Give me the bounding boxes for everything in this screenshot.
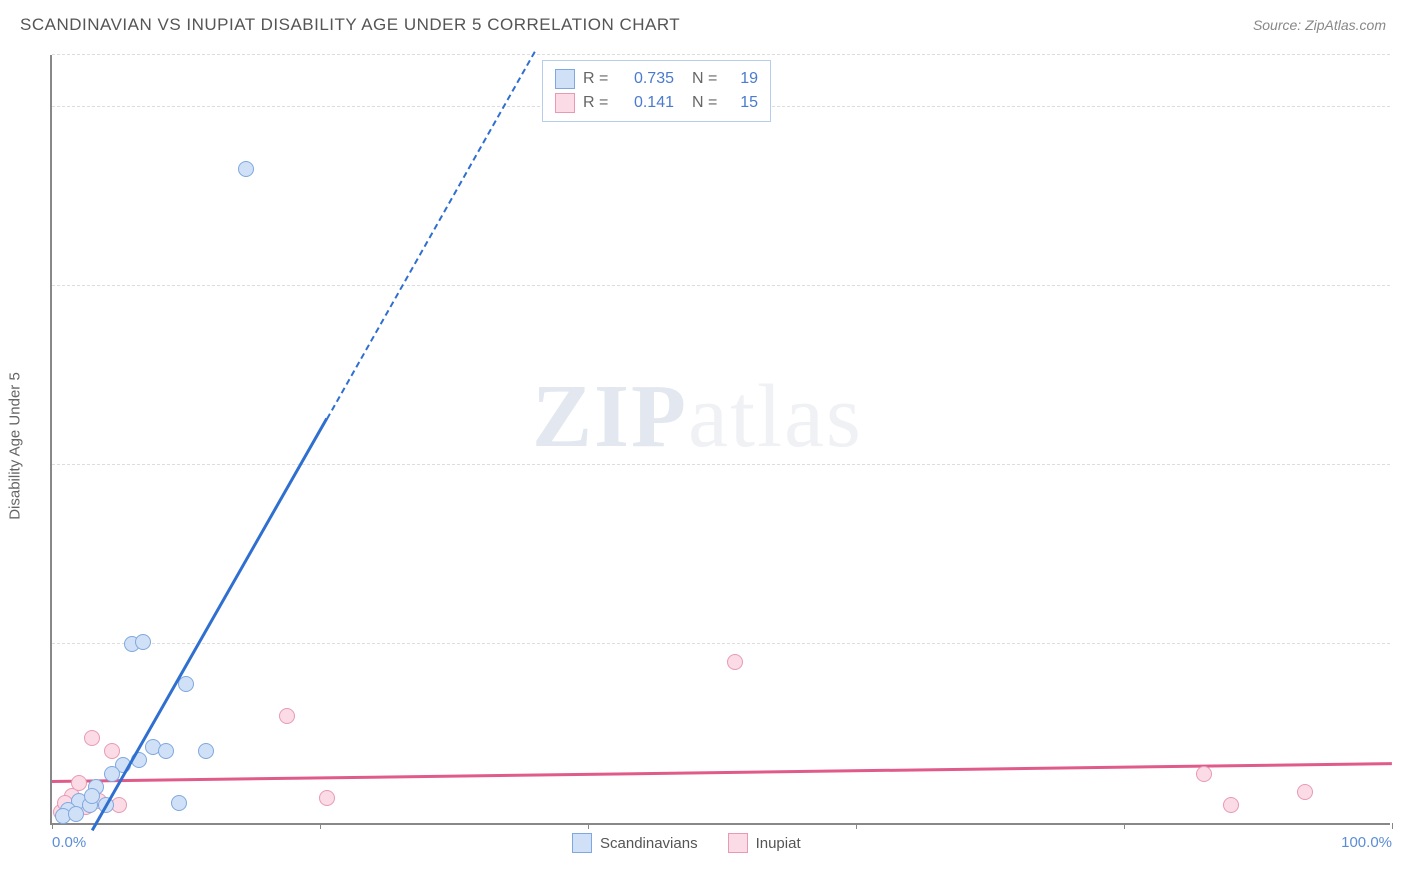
x-tick-label: 0.0% <box>52 834 86 851</box>
data-point-scandinavian <box>198 743 214 759</box>
data-point-scandinavian <box>238 161 254 177</box>
y-tick-label: 80.0% <box>1395 81 1406 98</box>
chart-header: SCANDINAVIAN VS INUPIAT DISABILITY AGE U… <box>0 0 1406 50</box>
data-point-inupiat <box>727 654 743 670</box>
data-point-inupiat <box>84 730 100 746</box>
legend-swatch <box>728 833 748 853</box>
chart-title: SCANDINAVIAN VS INUPIAT DISABILITY AGE U… <box>20 15 680 35</box>
data-point-scandinavian <box>68 806 84 822</box>
y-tick-label: 60.0% <box>1395 260 1406 277</box>
regression-line <box>91 418 328 831</box>
gridline <box>52 54 1390 55</box>
gridline <box>52 464 1390 465</box>
legend-swatch <box>555 69 575 89</box>
gridline <box>52 285 1390 286</box>
data-point-inupiat <box>279 708 295 724</box>
data-point-inupiat <box>71 775 87 791</box>
legend-series-label: Scandinavians <box>600 835 698 852</box>
data-point-scandinavian <box>135 634 151 650</box>
scatter-plot-area: 20.0%40.0%60.0%80.0%0.0%100.0%ZIPatlasR … <box>50 55 1390 825</box>
data-point-scandinavian <box>178 676 194 692</box>
x-tick <box>320 823 321 829</box>
x-tick <box>856 823 857 829</box>
x-tick <box>52 823 53 829</box>
x-tick <box>1124 823 1125 829</box>
legend-series: Scandinavians Inupiat <box>572 833 801 853</box>
y-axis-label: Disability Age Under 5 <box>7 372 24 520</box>
data-point-scandinavian <box>104 766 120 782</box>
legend-swatch <box>555 93 575 113</box>
data-point-scandinavian <box>84 788 100 804</box>
legend-series-item: Inupiat <box>728 833 801 853</box>
y-tick-label: 20.0% <box>1395 618 1406 635</box>
data-point-scandinavian <box>158 743 174 759</box>
legend-stats-row: R =0.735N =19 <box>555 67 758 91</box>
data-point-inupiat <box>1196 766 1212 782</box>
x-tick <box>1392 823 1393 829</box>
gridline <box>52 643 1390 644</box>
data-point-inupiat <box>1223 797 1239 813</box>
legend-swatch <box>572 833 592 853</box>
y-tick-label: 40.0% <box>1395 439 1406 456</box>
data-point-inupiat <box>1297 784 1313 800</box>
x-tick-label: 100.0% <box>1341 834 1392 851</box>
data-point-inupiat <box>319 790 335 806</box>
legend-series-item: Scandinavians <box>572 833 698 853</box>
legend-stats-row: R =0.141N =15 <box>555 91 758 115</box>
x-tick <box>588 823 589 829</box>
legend-series-label: Inupiat <box>756 835 801 852</box>
data-point-scandinavian <box>171 795 187 811</box>
legend-stats: R =0.735N =19R =0.141N =15 <box>542 60 771 122</box>
regression-line <box>52 762 1392 782</box>
chart-source: Source: ZipAtlas.com <box>1253 17 1386 33</box>
watermark: ZIPatlas <box>532 365 863 468</box>
